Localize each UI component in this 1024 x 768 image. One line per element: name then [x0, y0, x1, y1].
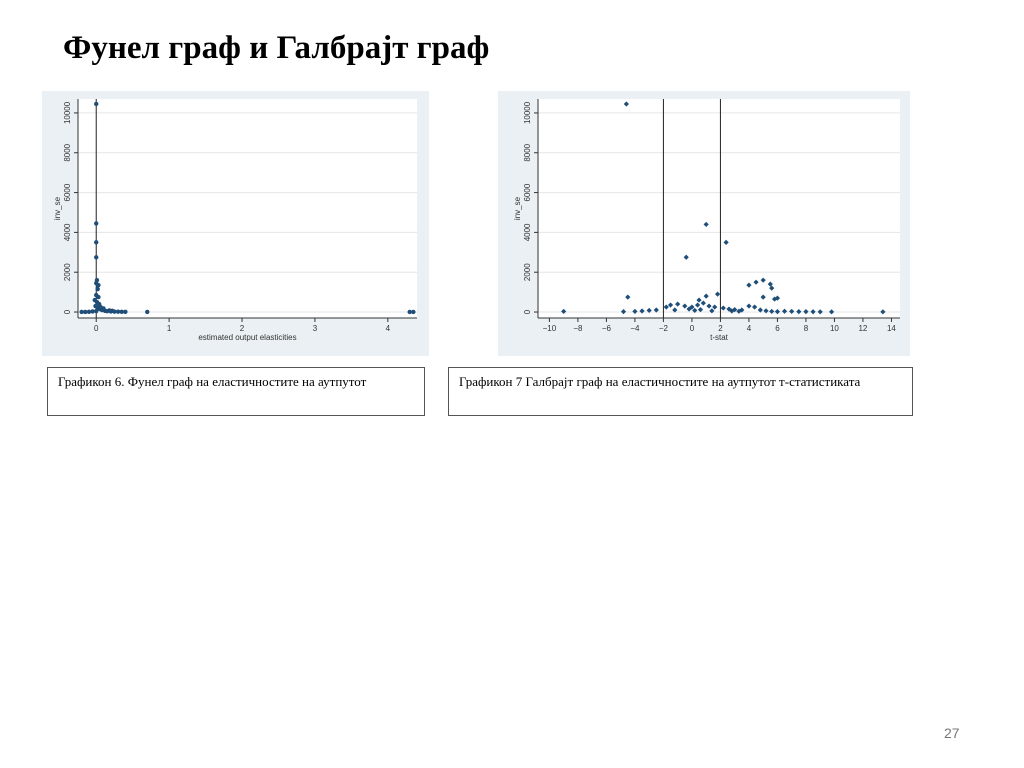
funnel-point-6 — [96, 282, 101, 288]
galbraith-x-tick-label-10: 10 — [830, 324, 839, 333]
galbraith-point-11 — [774, 295, 781, 301]
funnel-graph-panel: 0 1 2 3 4 0 2000 4000 6000 8000 10000 estimated out… — [42, 91, 429, 356]
galbraith-y-tick-label-4: 8000 — [523, 143, 532, 161]
galbraith-point-26 — [726, 306, 732, 312]
page-number: 27 — [944, 725, 960, 741]
funnel-y-axis-title: inv_se — [53, 196, 62, 220]
funnel-point-29 — [145, 309, 150, 315]
galbraith-point-38 — [781, 308, 788, 314]
funnel-y-tick-label-4: 8000 — [63, 143, 72, 161]
funnel-y-tick-label-1: 2000 — [63, 263, 72, 281]
galbraith-graph: −10 −8 −6 −4 −2 0 2 4 6 8 10 12 14 0 2000 4000 6000 8000 1… — [513, 99, 900, 342]
funnel-point-30 — [407, 309, 412, 315]
galbraith-y-tick-label-3: 6000 — [523, 183, 532, 201]
galbraith-point-12 — [771, 296, 778, 302]
galbraith-point-27 — [732, 307, 738, 313]
galbraith-point-39 — [789, 308, 795, 315]
galbraith-x-tick-label-12: 14 — [887, 324, 896, 333]
galbraith-x-tick-label-9: 8 — [804, 324, 809, 333]
funnel-point-27 — [83, 309, 88, 315]
funnel-point-25 — [90, 309, 95, 314]
funnel-x-axis-title: estimated output elasticities — [198, 333, 296, 342]
galbraith-point-8 — [769, 285, 775, 291]
galbraith-point-52 — [736, 308, 742, 314]
galbraith-point-45 — [880, 309, 886, 315]
funnel-point-31 — [411, 309, 416, 315]
funnel-y-tick-label-0: 0 — [63, 309, 72, 314]
funnel-x-tick-label-2: 2 — [240, 324, 245, 333]
funnel-x-tick-label-3: 3 — [313, 324, 318, 333]
galbraith-x-tick-label-0: −10 — [543, 324, 557, 333]
galbraith-y-tick-label-5: 10000 — [523, 101, 532, 124]
galbraith-plot-area — [538, 99, 900, 318]
galbraith-x-tick-label-2: −6 — [602, 324, 612, 333]
funnel-point-23 — [119, 309, 124, 315]
galbraith-point-10 — [760, 294, 766, 300]
galbraith-x-tick-label-7: 4 — [747, 324, 752, 333]
galbraith-x-tick-label-11: 12 — [858, 324, 867, 333]
funnel-x-tick-label-0: 0 — [94, 324, 99, 333]
funnel-point-24 — [123, 309, 128, 315]
galbraith-x-tick-label-6: 2 — [718, 324, 723, 333]
funnel-point-7 — [95, 286, 100, 292]
funnel-point-22 — [115, 309, 121, 314]
galbraith-y-tick-label-1: 2000 — [523, 263, 532, 281]
galbraith-y-axis-title: inv_se — [513, 196, 522, 220]
galbraith-point-44 — [828, 309, 835, 315]
galbraith-point-30 — [752, 304, 758, 310]
funnel-point-18 — [94, 308, 99, 314]
galbraith-graph-caption: Графикон 7 Галбрајт граф на еластичности… — [448, 367, 913, 416]
galbraith-point-40 — [796, 309, 802, 315]
galbraith-point-31 — [757, 307, 763, 313]
funnel-point-33 — [101, 306, 106, 311]
galbraith-point-54 — [769, 308, 775, 315]
funnel-point-9 — [96, 294, 101, 300]
galbraith-point-42 — [810, 309, 816, 315]
galbraith-point-22 — [700, 300, 706, 306]
galbraith-point-4 — [760, 277, 766, 283]
galbraith-point-41 — [803, 309, 809, 315]
galbraith-point-23 — [706, 303, 712, 309]
slide-title: Фунел граф и Галбрајт граф — [63, 30, 490, 66]
galbraith-x-tick-label-1: −8 — [573, 324, 583, 333]
galbraith-point-2 — [723, 239, 729, 245]
galbraith-x-axis-title: t-stat — [710, 333, 729, 342]
funnel-point-3 — [94, 255, 99, 260]
funnel-y-tick-label-5: 10000 — [63, 101, 72, 124]
funnel-point-35 — [110, 308, 115, 314]
galbraith-point-6 — [767, 281, 773, 287]
galbraith-x-tick-label-5: 0 — [690, 324, 695, 333]
galbraith-x-tick-label-8: 6 — [775, 324, 780, 333]
galbraith-x-tick-label-4: −2 — [659, 324, 669, 333]
funnel-y-tick-label-3: 6000 — [63, 183, 72, 201]
funnel-x-tick-label-1: 1 — [167, 324, 172, 333]
funnel-graph-caption: Графикон 6. Фунел граф на еластичностите… — [47, 367, 425, 416]
galbraith-graph-panel: −10 −8 −6 −4 −2 0 2 4 6 8 10 12 14 0 2000 4000 6000 8000 1… — [498, 91, 910, 356]
funnel-point-1 — [94, 221, 99, 226]
galbraith-y-tick-label-2: 4000 — [523, 223, 532, 241]
funnel-plot-area — [78, 99, 417, 318]
funnel-x-tick-label-4: 4 — [386, 324, 391, 333]
funnel-point-26 — [86, 309, 92, 315]
galbraith-point-43 — [817, 309, 823, 315]
funnel-y-tick-label-2: 4000 — [63, 223, 72, 241]
funnel-point-28 — [79, 309, 84, 315]
funnel-point-2 — [94, 240, 99, 245]
galbraith-point-55 — [774, 309, 781, 315]
galbraith-point-3 — [683, 254, 689, 260]
galbraith-y-tick-label-0: 0 — [523, 309, 532, 314]
funnel-point-0 — [94, 101, 99, 107]
galbraith-point-5 — [753, 279, 759, 285]
funnel-graph: 0 1 2 3 4 0 2000 4000 6000 8000 10000 estimated out… — [53, 99, 417, 342]
galbraith-x-tick-label-3: −4 — [630, 324, 640, 333]
galbraith-point-1 — [703, 221, 709, 228]
